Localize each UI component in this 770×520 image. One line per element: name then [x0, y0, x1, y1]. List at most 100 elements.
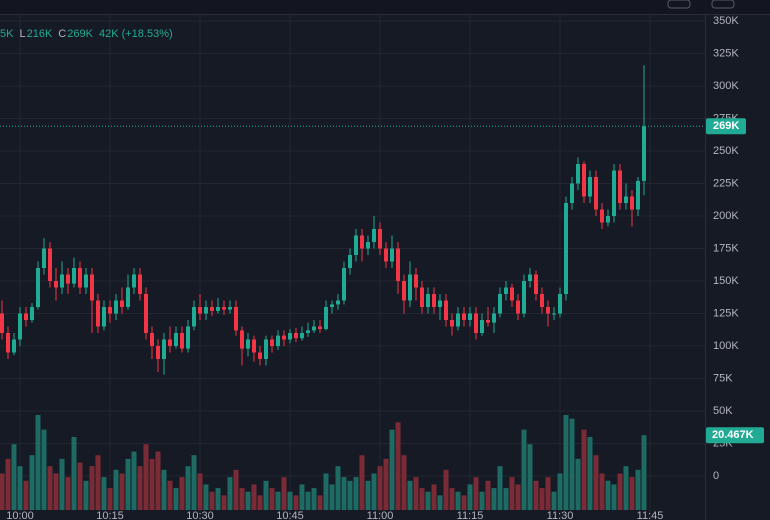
candle-body: [354, 235, 358, 255]
candle-body: [546, 307, 550, 314]
volume-bar: [503, 488, 509, 510]
candle-body: [564, 203, 568, 294]
volume-bar: [527, 444, 533, 510]
y-tick-label: 50K: [713, 405, 733, 417]
volume-bar: [323, 473, 329, 510]
candle-body: [84, 274, 88, 288]
candle-body: [324, 307, 328, 330]
candle-body: [162, 339, 166, 359]
candle-body: [396, 248, 400, 281]
volume-bar: [287, 491, 293, 510]
price-tag-label: 269K: [713, 120, 739, 132]
volume-bar: [491, 488, 497, 510]
candle-body: [426, 294, 430, 307]
legend-value: 42K (+18.53%): [99, 28, 173, 40]
candle-body: [330, 304, 334, 307]
volume-bar: [29, 455, 35, 510]
candle-body: [192, 307, 196, 327]
candle-body: [156, 346, 160, 359]
candle-body: [258, 352, 262, 359]
y-tick-label: 125K: [713, 307, 739, 319]
volume-bar: [521, 429, 527, 510]
volume-bar: [425, 491, 431, 510]
volume-bar: [359, 455, 365, 510]
candle-body: [300, 333, 304, 339]
volume-bar: [395, 422, 401, 510]
candle-body: [528, 274, 532, 281]
volume-bar: [563, 415, 569, 510]
candle-body: [522, 281, 526, 314]
candle-body: [498, 294, 502, 314]
toolbar-button[interactable]: [711, 0, 735, 9]
volume-bar: [485, 480, 491, 510]
candle-body: [558, 294, 562, 314]
x-tick-label: 10:30: [186, 510, 214, 520]
volume-bar: [479, 491, 485, 510]
volume-bar: [125, 458, 131, 510]
y-tick-label: 175K: [713, 242, 739, 254]
volume-bar: [599, 473, 605, 510]
volume-bar: [17, 466, 23, 510]
volume-bar: [587, 436, 593, 510]
volume-bar: [455, 491, 461, 510]
candle-body: [264, 339, 268, 359]
volume-bar: [569, 418, 575, 510]
volume-bar: [449, 488, 455, 510]
candle-body: [150, 333, 154, 346]
candle-body: [336, 300, 340, 305]
y-tick-label: 0: [713, 470, 719, 482]
candle-body: [312, 326, 316, 331]
volume-bar: [461, 495, 467, 510]
volume-bar: [413, 477, 419, 510]
candle-body: [288, 333, 292, 340]
candle-body: [606, 216, 610, 223]
candle-body: [120, 300, 124, 307]
volume-bar: [5, 458, 11, 510]
candle-body: [114, 300, 118, 314]
candle-body: [198, 307, 202, 314]
volume-bar: [119, 473, 125, 510]
candle-body: [618, 170, 622, 203]
candle-body: [384, 248, 388, 262]
volume-bar: [443, 469, 449, 510]
candle-body: [228, 307, 232, 310]
candle-body: [360, 235, 364, 249]
volume-bar: [305, 491, 311, 510]
volume-bar: [269, 488, 275, 510]
candle-body: [240, 330, 244, 349]
volume-bar: [401, 455, 407, 510]
candle-body: [36, 268, 40, 307]
candle-body: [504, 287, 508, 294]
volume-bar: [299, 484, 305, 510]
toolbar-button[interactable]: [667, 0, 691, 9]
legend-value: 5K: [0, 28, 14, 40]
y-tick-label: 150K: [713, 275, 739, 287]
volume-bar: [329, 484, 335, 510]
volume-bar: [281, 477, 287, 510]
volume-bar: [215, 488, 221, 510]
volume-bar: [77, 462, 83, 510]
candle-body: [48, 248, 52, 281]
volume-bar: [467, 484, 473, 510]
x-tick-label: 10:00: [6, 510, 34, 520]
candle-body: [24, 313, 28, 320]
candle-body: [78, 268, 82, 288]
volume-bar: [641, 435, 647, 510]
candle-body: [552, 313, 556, 315]
candle-body: [66, 274, 70, 284]
candle-body: [60, 274, 64, 288]
volume-tag-label: 20.467K: [712, 429, 754, 441]
candle-body: [276, 335, 280, 346]
volume-bar: [365, 480, 371, 510]
candle-body: [420, 287, 424, 307]
candle-body: [0, 313, 4, 333]
volume-bar: [47, 466, 53, 510]
volume-bar: [107, 488, 113, 510]
volume-bar: [191, 455, 197, 510]
candle-body: [180, 333, 184, 349]
volume-bar: [203, 484, 209, 510]
y-tick-label: 200K: [713, 210, 739, 222]
volume-bar: [635, 469, 641, 510]
